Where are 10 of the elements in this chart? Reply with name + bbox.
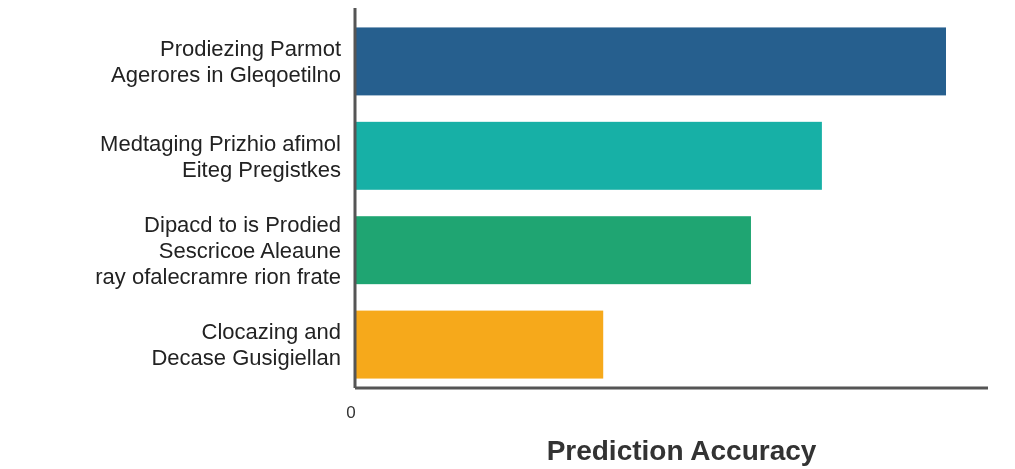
y-tick-label: Clocazing and Decase Gusigiellan [151,319,341,371]
y-tick-label: Prodiezing Parmot Agerores in Gleqoetilno [111,36,341,88]
bar [355,27,946,96]
x-axis-title: Prediction Accuracy [546,435,817,466]
bar [355,216,751,285]
y-tick-label: Medtaging Prizhio afimol Eiteg Pregistkes [100,130,341,182]
text: 0 [346,403,356,422]
bar [355,310,604,379]
bar [355,121,822,190]
y-tick-label: Dipacd to is Prodied Sescricoe Aleaune ray ofalecramre rion frate [95,211,341,289]
